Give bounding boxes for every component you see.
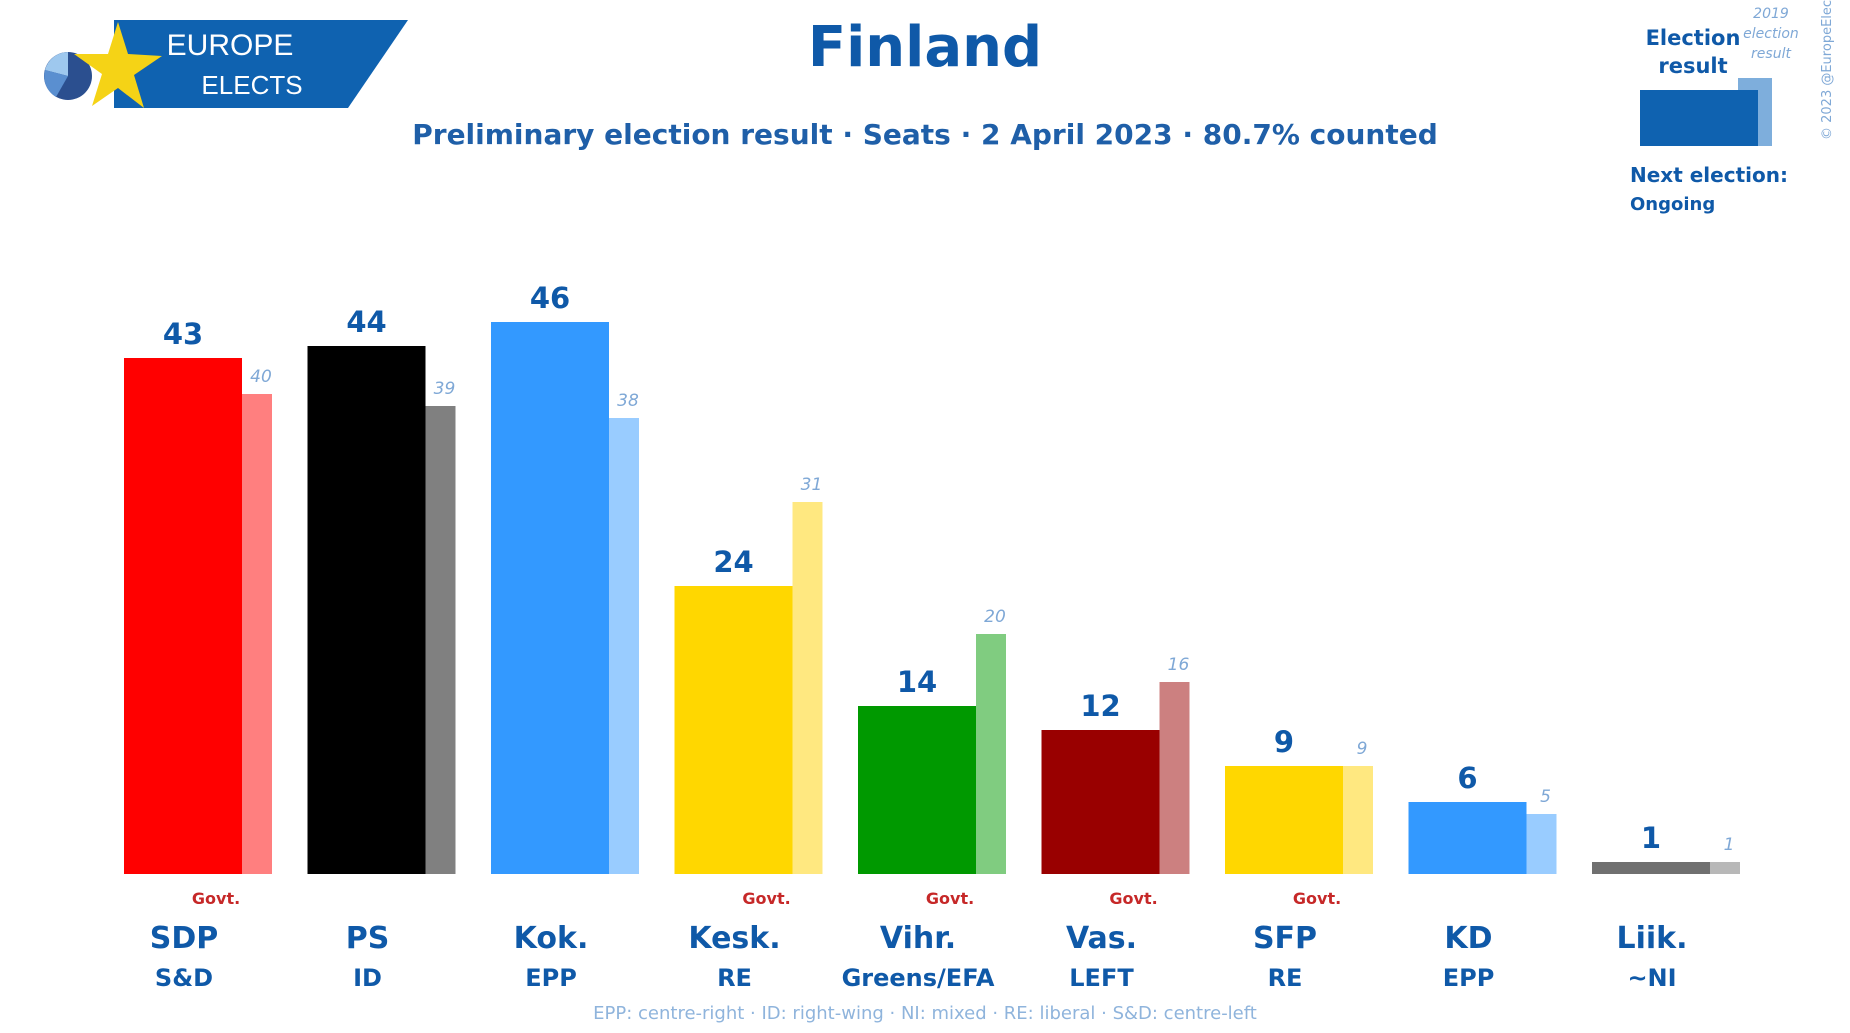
chart-title: Finland — [807, 15, 1043, 80]
legend-current-swatch — [1640, 90, 1758, 146]
next-election-value: Ongoing — [1630, 194, 1716, 215]
value-label-2023-vihr: 14 — [897, 665, 937, 699]
value-label-2023-vas: 12 — [1080, 689, 1120, 723]
logo-line-1: EUROPE — [167, 29, 294, 62]
group-label-vihr: Greens/EFA — [842, 964, 995, 992]
bar-2019-kok — [609, 418, 639, 874]
bar-2019-kd — [1526, 814, 1557, 874]
party-label-ps: PS — [346, 921, 390, 956]
bar-2023-vas — [1041, 730, 1160, 874]
value-label-2019-ps: 39 — [434, 379, 456, 399]
value-label-2023-kok: 46 — [530, 281, 570, 315]
value-label-2019-sdp: 40 — [250, 367, 272, 387]
group-label-sfp: RE — [1268, 964, 1303, 992]
legend-previous-label: 2019 election result — [1743, 6, 1799, 62]
europe-elects-logo: EUROPE ELECTS — [44, 20, 408, 108]
govt-marker-vihr: Govt. — [926, 889, 974, 908]
bar-2023-kok — [491, 322, 609, 874]
value-label-2019-vas: 16 — [1168, 655, 1190, 675]
bar-2019-sdp — [242, 394, 272, 874]
group-label-ps: ID — [353, 964, 382, 992]
bar-2023-kd — [1408, 802, 1527, 874]
bar-2023-sfp — [1225, 766, 1343, 874]
bar-2019-sfp — [1343, 766, 1373, 874]
govt-marker-sfp: Govt. — [1293, 889, 1341, 908]
legend-current-label: Election result — [1645, 26, 1741, 78]
value-label-2023-kesk: 24 — [713, 545, 753, 579]
logo-line-2: ELECTS — [201, 70, 302, 100]
value-label-2019-kd: 5 — [1540, 787, 1551, 807]
bar-2023-kesk — [674, 586, 793, 874]
party-label-sdp: SDP — [150, 921, 219, 956]
value-label-2019-liik: 1 — [1724, 835, 1735, 855]
bar-2019-vihr — [976, 634, 1006, 874]
group-legend-note: EPP: centre-right · ID: right-wing · NI:… — [593, 1003, 1257, 1024]
value-label-2023-sfp: 9 — [1274, 725, 1294, 759]
next-election-label: Next election: — [1630, 163, 1788, 187]
bar-2019-kesk — [792, 502, 823, 874]
group-label-kesk: RE — [717, 964, 752, 992]
logo-pie-slice-light — [45, 52, 68, 76]
party-label-vas: Vas. — [1066, 921, 1137, 956]
logo-banner — [114, 20, 408, 108]
value-label-2023-kd: 6 — [1457, 761, 1477, 795]
value-label-2019-vihr: 20 — [984, 607, 1006, 627]
group-label-kok: EPP — [525, 964, 577, 992]
bar-2023-ps — [307, 346, 426, 874]
group-label-liik: ~NI — [1627, 964, 1676, 992]
bar-2019-vas — [1159, 682, 1190, 874]
value-label-2019-kok: 38 — [617, 391, 639, 411]
party-label-kesk: Kesk. — [688, 921, 780, 956]
value-label-2023-sdp: 43 — [163, 317, 203, 351]
value-label-2023-liik: 1 — [1641, 821, 1661, 855]
value-label-2019-sfp: 9 — [1357, 739, 1368, 759]
logo-pie-slice-mid — [44, 70, 68, 97]
party-label-liik: Liik. — [1616, 921, 1687, 956]
party-label-kok: Kok. — [514, 921, 589, 956]
group-label-kd: EPP — [1443, 964, 1495, 992]
govt-marker-sdp: Govt. — [192, 889, 240, 908]
chart-subtitle: Preliminary election result · Seats · 2 … — [412, 118, 1438, 151]
govt-marker-kesk: Govt. — [742, 889, 790, 908]
party-label-kd: KD — [1444, 921, 1492, 956]
bar-2019-ps — [425, 406, 456, 874]
bar-2023-liik — [1592, 862, 1710, 874]
party-label-vihr: Vihr. — [880, 921, 956, 956]
govt-marker-vas: Govt. — [1109, 889, 1157, 908]
group-label-sdp: S&D — [155, 964, 213, 992]
group-label-vas: LEFT — [1069, 964, 1134, 992]
logo-star-icon — [74, 22, 162, 108]
value-label-2019-kesk: 31 — [801, 475, 823, 495]
bar-2023-vihr — [858, 706, 976, 874]
bar-2023-sdp — [124, 358, 242, 874]
value-label-2023-ps: 44 — [346, 305, 386, 339]
bar-2019-liik — [1710, 862, 1740, 874]
party-label-sfp: SFP — [1253, 921, 1317, 956]
